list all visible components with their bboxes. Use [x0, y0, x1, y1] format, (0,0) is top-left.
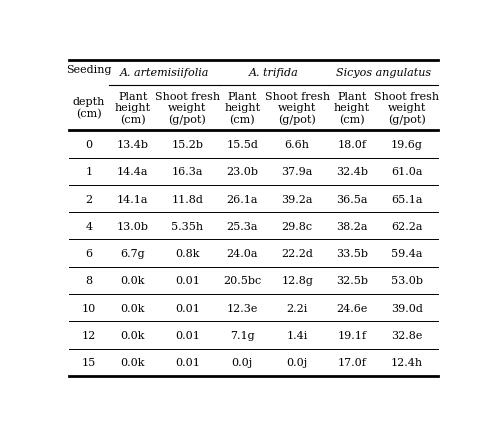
- Text: 16.3a: 16.3a: [171, 167, 203, 177]
- Text: 6.6h: 6.6h: [284, 140, 309, 150]
- Text: 32.8e: 32.8e: [390, 330, 422, 340]
- Text: 36.5a: 36.5a: [335, 194, 367, 204]
- Text: 7.1g: 7.1g: [229, 330, 254, 340]
- Text: 39.0d: 39.0d: [390, 303, 422, 313]
- Text: Plant
height
(cm): Plant height (cm): [333, 92, 369, 125]
- Text: 24.0a: 24.0a: [226, 248, 258, 258]
- Text: 65.1a: 65.1a: [390, 194, 422, 204]
- Text: 26.1a: 26.1a: [226, 194, 258, 204]
- Text: 33.5b: 33.5b: [335, 248, 367, 258]
- Text: 62.2a: 62.2a: [390, 221, 422, 231]
- Text: Plant
height
(cm): Plant height (cm): [114, 92, 150, 125]
- Text: 14.4a: 14.4a: [117, 167, 148, 177]
- Text: 11.8d: 11.8d: [171, 194, 203, 204]
- Text: 61.0a: 61.0a: [390, 167, 422, 177]
- Text: 12.3e: 12.3e: [226, 303, 258, 313]
- Text: 6.7g: 6.7g: [120, 248, 144, 258]
- Text: 0.0k: 0.0k: [120, 357, 144, 367]
- Text: 32.5b: 32.5b: [335, 276, 367, 286]
- Text: 4: 4: [85, 221, 92, 231]
- Text: Plant
height
(cm): Plant height (cm): [224, 92, 260, 125]
- Text: 24.6e: 24.6e: [336, 303, 367, 313]
- Text: 2: 2: [85, 194, 92, 204]
- Text: 32.4b: 32.4b: [335, 167, 367, 177]
- Text: Seeding: Seeding: [66, 64, 112, 74]
- Text: 20.5bc: 20.5bc: [223, 276, 261, 286]
- Text: 8: 8: [85, 276, 92, 286]
- Text: depth
(cm): depth (cm): [73, 97, 105, 119]
- Text: A. artemisiifolia: A. artemisiifolia: [119, 68, 208, 78]
- Text: 5.35h: 5.35h: [171, 221, 203, 231]
- Text: 0.01: 0.01: [175, 330, 200, 340]
- Text: 38.2a: 38.2a: [335, 221, 367, 231]
- Text: 22.2d: 22.2d: [281, 248, 312, 258]
- Text: 0.8k: 0.8k: [175, 248, 199, 258]
- Text: 1: 1: [85, 167, 92, 177]
- Text: 19.6g: 19.6g: [390, 140, 422, 150]
- Text: 10: 10: [81, 303, 96, 313]
- Text: Shoot fresh
weight
(g/pot): Shoot fresh weight (g/pot): [155, 91, 220, 125]
- Text: 1.4i: 1.4i: [286, 330, 307, 340]
- Text: 12.4h: 12.4h: [390, 357, 422, 367]
- Text: 25.3a: 25.3a: [226, 221, 258, 231]
- Text: 19.1f: 19.1f: [337, 330, 366, 340]
- Text: 0.0k: 0.0k: [120, 276, 144, 286]
- Text: 13.4b: 13.4b: [117, 140, 148, 150]
- Text: 23.0b: 23.0b: [226, 167, 258, 177]
- Text: 2.2i: 2.2i: [286, 303, 307, 313]
- Text: Shoot fresh
weight
(g/pot): Shoot fresh weight (g/pot): [264, 91, 329, 125]
- Text: Sicyos angulatus: Sicyos angulatus: [335, 68, 430, 78]
- Text: 0.0k: 0.0k: [120, 330, 144, 340]
- Text: 0.01: 0.01: [175, 303, 200, 313]
- Text: 0.01: 0.01: [175, 357, 200, 367]
- Text: A. trifida: A. trifida: [248, 68, 298, 78]
- Text: 17.0f: 17.0f: [337, 357, 366, 367]
- Text: 0.0j: 0.0j: [231, 357, 252, 367]
- Text: 59.4a: 59.4a: [390, 248, 422, 258]
- Text: 15.5d: 15.5d: [226, 140, 258, 150]
- Text: 0: 0: [85, 140, 92, 150]
- Text: 18.0f: 18.0f: [337, 140, 366, 150]
- Text: 14.1a: 14.1a: [117, 194, 148, 204]
- Text: 15.2b: 15.2b: [171, 140, 203, 150]
- Text: Shoot fresh
weight
(g/pot): Shoot fresh weight (g/pot): [373, 91, 438, 125]
- Text: 0.0k: 0.0k: [120, 303, 144, 313]
- Text: 12.8g: 12.8g: [281, 276, 312, 286]
- Text: 29.8c: 29.8c: [281, 221, 312, 231]
- Text: 39.2a: 39.2a: [281, 194, 312, 204]
- Text: 0.0j: 0.0j: [286, 357, 307, 367]
- Text: 53.0b: 53.0b: [390, 276, 422, 286]
- Text: 13.0b: 13.0b: [117, 221, 148, 231]
- Text: 37.9a: 37.9a: [281, 167, 312, 177]
- Text: 15: 15: [81, 357, 96, 367]
- Text: 12: 12: [81, 330, 96, 340]
- Text: 0.01: 0.01: [175, 276, 200, 286]
- Text: 6: 6: [85, 248, 92, 258]
